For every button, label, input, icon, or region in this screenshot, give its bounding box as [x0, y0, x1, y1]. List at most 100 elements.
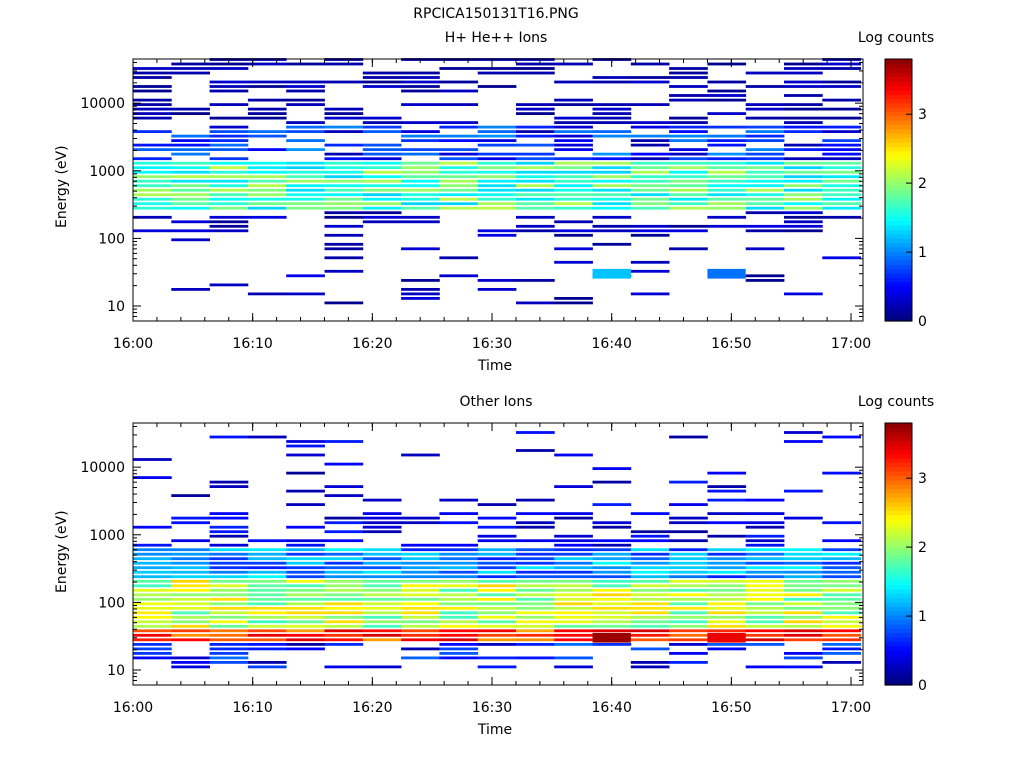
spectrogram-cell	[362, 143, 402, 147]
spectrogram-cell	[630, 624, 670, 628]
spectrogram-cell	[362, 206, 402, 210]
spectrogram-cell	[401, 247, 440, 251]
colorbar-segment	[885, 650, 912, 656]
spectrogram-cell	[516, 579, 555, 583]
spectrogram-cell	[439, 148, 479, 151]
spectrogram-cell	[247, 107, 287, 111]
y-tick-label: 10	[107, 663, 125, 679]
spectrogram-cell	[822, 202, 861, 206]
colorbar-segment	[885, 286, 912, 292]
spectrogram-cell	[324, 588, 364, 592]
spectrogram-cell	[592, 624, 632, 628]
spectrogram-cell	[745, 206, 785, 210]
spectrogram-cell	[745, 579, 785, 583]
spectrogram-cell	[707, 125, 747, 129]
spectrogram-cell	[286, 575, 325, 579]
spectrogram-cell	[247, 620, 287, 624]
spectrogram-cell	[516, 71, 555, 75]
colorbar-segment	[885, 475, 912, 481]
spectrogram-cell	[592, 557, 632, 561]
colorbar-segment	[885, 479, 912, 485]
spectrogram-cell	[592, 579, 632, 583]
spectrogram-cell	[247, 665, 287, 669]
spectrogram-cell	[707, 588, 747, 592]
spectrogram-cell	[707, 224, 747, 228]
spectrogram-cell	[133, 103, 172, 106]
spectrogram-cell	[133, 89, 172, 93]
spectrogram-cell	[324, 557, 364, 561]
spectrogram-cell	[477, 279, 517, 282]
spectrogram-cell	[209, 656, 249, 660]
spectrogram-cell	[554, 188, 593, 192]
spectrogram-cell	[209, 283, 249, 287]
spectrogram-cell	[745, 566, 785, 570]
spectrogram-cell	[477, 561, 517, 565]
spectrogram-cell	[554, 512, 593, 515]
spectrogram-cell	[324, 157, 364, 161]
spectrogram-cell	[286, 602, 325, 606]
spectrogram-cell	[362, 552, 402, 556]
spectrogram-cell	[209, 624, 249, 628]
x-tick-label: 16:50	[711, 336, 751, 352]
colorbar-segment	[885, 216, 912, 222]
colorbar-segment	[885, 436, 912, 442]
spectrogram-cell	[362, 597, 402, 601]
spectrogram-cell	[247, 557, 287, 561]
spectrogram-cell	[362, 85, 402, 88]
spectrogram-cell	[745, 638, 785, 642]
spectrogram-cell	[516, 229, 555, 233]
spectrogram-cell	[630, 615, 670, 619]
spectrogram-cell	[209, 197, 249, 201]
spectrogram-cell	[171, 633, 210, 637]
spectrogram-cell	[477, 206, 517, 210]
spectrogram-cell	[286, 615, 325, 619]
spectrogram-cell	[822, 170, 861, 174]
colorbar-segment	[885, 519, 912, 525]
spectrogram-cell	[516, 62, 555, 66]
spectrogram-cell	[401, 71, 440, 75]
spectrogram-cell	[784, 665, 823, 669]
spectrogram-cell	[171, 561, 210, 565]
spectrogram-cell	[630, 292, 670, 296]
spectrogram-cell	[286, 597, 325, 601]
spectrogram-cell	[784, 588, 823, 592]
spectrogram-cell	[209, 633, 249, 637]
spectrogram-cell	[592, 480, 632, 484]
spectrogram-cell	[439, 521, 479, 525]
spectrogram-cell	[439, 611, 479, 615]
spectrogram-cell	[554, 665, 593, 669]
spectrogram-cell	[362, 584, 402, 588]
spectrogram-cell	[592, 570, 632, 574]
spectrogram-cell	[554, 579, 593, 583]
spectrogram-cell	[362, 125, 402, 129]
spectrogram-cell	[209, 157, 249, 161]
spectrogram-cell	[171, 602, 210, 606]
spectrogram-cell	[554, 561, 593, 565]
spectrogram-cell	[516, 449, 555, 452]
colorbar-segment	[885, 242, 912, 248]
spectrogram-cell	[324, 624, 364, 628]
spectrogram-cell	[707, 134, 747, 138]
spectrogram-cell	[745, 570, 785, 574]
spectrogram-cell	[362, 170, 402, 174]
spectrogram-cell	[592, 166, 632, 170]
colorbar-segment	[885, 229, 912, 235]
spectrogram-cell	[209, 597, 249, 601]
spectrogram-cell	[784, 557, 823, 561]
spectrogram-cell	[707, 197, 747, 201]
spectrogram-cell	[286, 489, 325, 493]
spectrogram-cell	[247, 561, 287, 565]
spectrogram-cell	[209, 525, 249, 529]
spectrogram-cell	[171, 175, 210, 179]
colorbar-segment	[885, 198, 912, 204]
spectrogram-cell	[822, 125, 861, 129]
spectrogram-cell	[247, 606, 287, 610]
notable-cell	[707, 268, 746, 279]
spectrogram-cell	[209, 130, 249, 133]
spectrogram-cell	[784, 602, 823, 606]
spectrogram-cell	[784, 157, 823, 161]
spectrogram-cell	[401, 85, 440, 88]
spectrogram-cell	[247, 62, 287, 66]
spectrogram-cell	[247, 435, 287, 439]
spectrogram-cell	[745, 134, 785, 138]
